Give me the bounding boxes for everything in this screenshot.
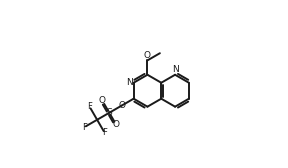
Text: F: F	[102, 128, 107, 137]
Text: O: O	[113, 120, 120, 130]
Text: O: O	[144, 51, 151, 60]
Text: O: O	[99, 96, 106, 105]
Text: F: F	[82, 123, 87, 132]
Text: N: N	[172, 65, 179, 74]
Text: O: O	[118, 101, 125, 110]
Text: S: S	[107, 108, 112, 117]
Text: N: N	[126, 78, 132, 87]
Text: F: F	[87, 102, 92, 111]
